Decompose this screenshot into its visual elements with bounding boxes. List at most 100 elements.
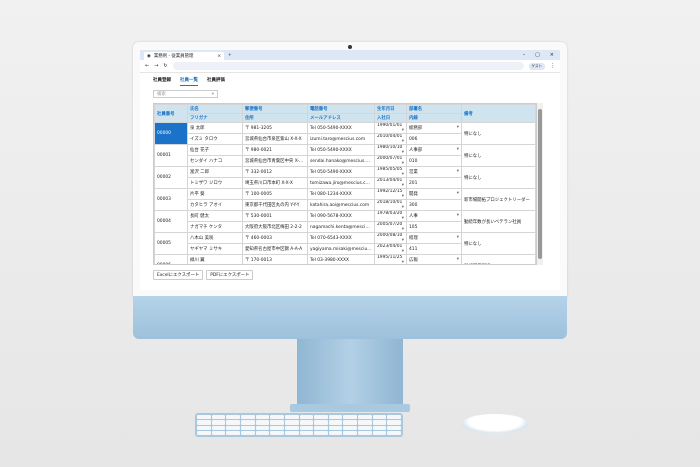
- cell-kana[interactable]: カタヒラ アオイ: [187, 199, 243, 211]
- cell-kana[interactable]: トミザワ ジロウ: [187, 177, 243, 189]
- cell-kana[interactable]: イズミ タロウ: [187, 133, 243, 145]
- cell-ext[interactable]: 201: [406, 177, 462, 189]
- cell-note[interactable]: 特になし: [461, 122, 536, 145]
- reload-icon[interactable]: ↻: [163, 63, 168, 69]
- cell-zip[interactable]: 〒 980-0021: [242, 144, 308, 156]
- cell-join[interactable]: 2010/04/01 ▾: [374, 133, 407, 145]
- dropdown-icon[interactable]: ▾: [456, 125, 459, 130]
- cell-id[interactable]: 00001: [154, 144, 188, 167]
- dropdown-icon[interactable]: ▾: [401, 205, 404, 210]
- cell-dept[interactable]: 広報 ▾: [406, 254, 462, 264]
- dropdown-icon[interactable]: ▾: [456, 191, 459, 196]
- cell-zip[interactable]: 〒 460-0003: [242, 232, 308, 244]
- dropdown-icon[interactable]: ▾: [211, 91, 214, 97]
- header-zip[interactable]: 郵便番号: [242, 104, 308, 114]
- cell-birth[interactable]: 1978/03/20 ▾: [374, 210, 407, 222]
- dropdown-icon[interactable]: ▾: [401, 216, 404, 221]
- cell-mail[interactable]: yagiyama.misaki@mescius.com: [307, 243, 375, 255]
- new-tab-button[interactable]: +: [228, 53, 232, 58]
- tab-register[interactable]: 社員登録: [153, 78, 171, 83]
- cell-birth[interactable]: 1985/05/05 ▾: [374, 166, 407, 178]
- cell-dept[interactable]: 経理 ▾: [406, 232, 462, 244]
- cell-tel[interactable]: Tel 03-3980-XXXX: [307, 254, 375, 264]
- tab-evaluation[interactable]: 社員評価: [207, 78, 225, 83]
- close-window-icon[interactable]: ×: [549, 52, 554, 58]
- cell-dept[interactable]: 人事部 ▾: [406, 144, 462, 156]
- export-excel-button[interactable]: Excelにエクスポート: [153, 270, 204, 280]
- cell-addr[interactable]: 宮城県仙台市青葉区中央 X-X-X: [242, 155, 308, 167]
- forward-icon[interactable]: →: [154, 63, 159, 69]
- header-dept[interactable]: 部署名: [406, 104, 462, 114]
- dropdown-icon[interactable]: ▾: [456, 213, 459, 218]
- dropdown-icon[interactable]: ▾: [401, 249, 404, 254]
- cell-addr[interactable]: 宮城県仙台市泉区紫山 X-X-X: [242, 133, 308, 145]
- cell-id[interactable]: 00004: [154, 210, 188, 233]
- browser-tab[interactable]: ◉ 業務例 - 従業員管理 ×: [144, 52, 224, 60]
- cell-zip[interactable]: 〒 530-0001: [242, 210, 308, 222]
- cell-tel[interactable]: Tel 080-1234-XXXX: [307, 188, 375, 200]
- cell-kana[interactable]: ヤギヤマ ミサキ: [187, 243, 243, 255]
- dropdown-icon[interactable]: ▾: [456, 235, 459, 240]
- cell-zip[interactable]: 〒 100-0005: [242, 188, 308, 200]
- dropdown-icon[interactable]: ▾: [456, 169, 459, 174]
- dropdown-icon[interactable]: ▾: [401, 183, 404, 188]
- close-tab-icon[interactable]: ×: [217, 53, 221, 59]
- dropdown-icon[interactable]: ▾: [401, 260, 404, 265]
- cell-name[interactable]: 富沢 二郎: [187, 166, 243, 178]
- cell-id[interactable]: 00002: [154, 166, 188, 189]
- cell-join[interactable]: 2000/07/01 ▾: [374, 155, 407, 167]
- cell-name[interactable]: 泉 太郎: [187, 122, 243, 134]
- header-name[interactable]: 氏名: [187, 104, 243, 114]
- cell-note[interactable]: 新市場開拓プロジェクトリーダー: [461, 188, 536, 211]
- cell-note[interactable]: 特になし: [461, 232, 536, 255]
- dropdown-icon[interactable]: ▾: [456, 147, 459, 152]
- cell-mail[interactable]: tomizawa.jiro@mescius.com: [307, 177, 375, 189]
- dropdown-icon[interactable]: ▾: [401, 194, 404, 199]
- cell-name[interactable]: 仙台 花子: [187, 144, 243, 156]
- header-addr[interactable]: 住所: [242, 113, 308, 123]
- cell-mail[interactable]: katahira.aoi@mescius.com: [307, 199, 375, 211]
- cell-zip[interactable]: 〒 981-3205: [242, 122, 308, 134]
- profile-button[interactable]: ゲスト: [528, 62, 545, 70]
- header-birth[interactable]: 生年月日: [374, 104, 407, 114]
- dropdown-icon[interactable]: ▾: [456, 257, 459, 262]
- back-icon[interactable]: ←: [145, 63, 150, 69]
- dropdown-icon[interactable]: ▾: [401, 161, 404, 166]
- cell-mail[interactable]: izumi.taro@mescius.com: [307, 133, 375, 145]
- header-ext[interactable]: 内線: [406, 113, 462, 123]
- dropdown-icon[interactable]: ▾: [401, 150, 404, 155]
- cell-birth[interactable]: 1990/01/01 ▾: [374, 122, 407, 134]
- header-mail[interactable]: メールアドレス: [307, 113, 375, 123]
- cell-zip[interactable]: 〒 332-0012: [242, 166, 308, 178]
- cell-join[interactable]: 2023/04/01 ▾: [374, 243, 407, 255]
- cell-note[interactable]: 特になし: [461, 166, 536, 189]
- cell-name[interactable]: 片平 葵: [187, 188, 243, 200]
- cell-id[interactable]: 00005: [154, 232, 188, 255]
- cell-tel[interactable]: Tel 050-5490-XXXX: [307, 144, 375, 156]
- cell-tel[interactable]: Tel 070-6543-XXXX: [307, 232, 375, 244]
- cell-tel[interactable]: Tel 050-5490-XXXX: [307, 122, 375, 134]
- export-pdf-button[interactable]: PDFにエクスポート: [206, 270, 254, 280]
- cell-mail[interactable]: nagamachi.kenta@mescius.com: [307, 221, 375, 233]
- cell-kana[interactable]: ナガマチ ケンタ: [187, 221, 243, 233]
- cell-id[interactable]: 00006: [154, 254, 188, 264]
- cell-note[interactable]: SNS運用担当: [461, 254, 536, 264]
- dropdown-icon[interactable]: ▾: [401, 172, 404, 177]
- url-input[interactable]: [172, 62, 524, 70]
- vertical-scrollbar[interactable]: [537, 103, 543, 265]
- cell-name[interactable]: 緑川 翼: [187, 254, 243, 264]
- cell-note[interactable]: 特になし: [461, 144, 536, 167]
- cell-addr[interactable]: 大阪府大阪市北区梅田 2-2-2: [242, 221, 308, 233]
- cell-dept[interactable]: 営業 ▾: [406, 166, 462, 178]
- cell-addr[interactable]: 愛知県名古屋市中区錦 A-A-A: [242, 243, 308, 255]
- minimize-icon[interactable]: –: [522, 52, 526, 58]
- cell-dept[interactable]: 開発 ▾: [406, 188, 462, 200]
- cell-join[interactable]: 2018/10/01 ▾: [374, 199, 407, 211]
- cell-zip[interactable]: 〒 170-0013: [242, 254, 308, 264]
- dropdown-icon[interactable]: ▾: [401, 128, 404, 133]
- dropdown-icon[interactable]: ▾: [401, 139, 404, 144]
- header-kana[interactable]: フリガナ: [187, 113, 243, 123]
- cell-ext[interactable]: 105: [406, 221, 462, 233]
- dropdown-icon[interactable]: ▾: [401, 238, 404, 243]
- header-tel[interactable]: 電話番号: [307, 104, 375, 114]
